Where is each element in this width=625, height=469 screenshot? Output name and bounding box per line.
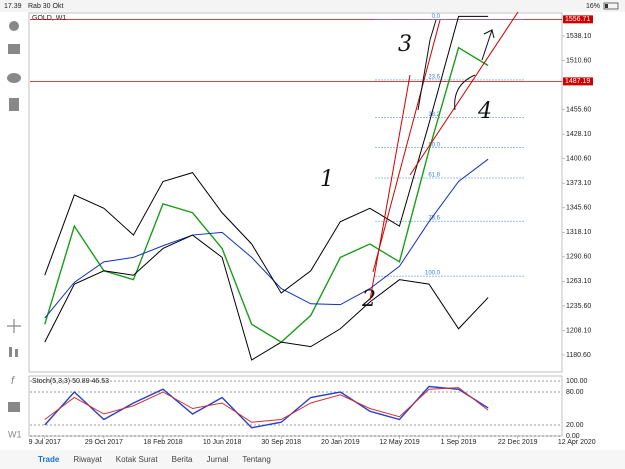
x-tick-label: 10 Jun 2018 — [203, 439, 242, 446]
trade-icon[interactable] — [8, 44, 20, 54]
battery-level — [605, 4, 608, 8]
price-label: 1556.71 — [565, 16, 590, 23]
hand-stroke — [454, 74, 476, 111]
handwritten-note: 1 — [320, 167, 334, 192]
status-battery: 16% — [586, 3, 600, 10]
plot: 1538.10 1510.60 1455.60 1428.10 1400.60 1373.… — [29, 14, 596, 446]
stoch-tick-label: 20.00 — [566, 422, 584, 429]
chat-icon[interactable] — [7, 73, 21, 83]
price-line-series — [44, 46, 489, 344]
handwritten-note: 4 — [477, 99, 492, 124]
stoch-title: Stoch(5,3,3) 50.89 46.53 — [32, 378, 109, 385]
tab[interactable]: Berita — [172, 455, 193, 464]
x-tick-label: 1 Sep 2019 — [441, 439, 477, 446]
x-tick-label: 9 Jul 2017 — [29, 439, 61, 446]
stoch-tick-label: 0.00 — [566, 433, 580, 440]
trendline — [409, 11, 519, 176]
objects-icon[interactable] — [8, 402, 20, 412]
price-label-box — [563, 77, 593, 86]
y-tick-label: 1235.60 — [566, 303, 591, 310]
y-tick-label: 1290.60 — [566, 254, 591, 261]
fib-label: 61.8 — [428, 173, 440, 179]
function-icon[interactable]: f — [11, 375, 15, 387]
price-label-box — [563, 15, 593, 24]
tab[interactable]: Tentang — [242, 455, 270, 464]
y-tick-label: 1208.10 — [566, 327, 591, 334]
indicator-icon-bar — [15, 349, 18, 357]
timeframe-icon[interactable]: W1 — [8, 429, 22, 439]
fib-label: 38.2 — [428, 112, 440, 118]
x-tick-label: 30 Sep 2018 — [261, 439, 301, 446]
y-tick-label: 1263.10 — [566, 278, 591, 285]
chart-title: GOLD, W1 — [32, 15, 66, 22]
fib-label: 78.6 — [428, 216, 440, 222]
tab[interactable]: Trade — [38, 455, 60, 464]
indicator-icon[interactable] — [9, 347, 12, 357]
y-tick-label: 1510.60 — [566, 57, 591, 64]
fib-label: 0.0 — [432, 14, 441, 20]
status-date: Rab 30 Okt — [28, 3, 63, 10]
battery-icon — [603, 2, 619, 10]
handwritten-note: 3 — [398, 32, 412, 57]
trendline — [369, 74, 411, 301]
x-tick-label: 29 Oct 2017 — [85, 439, 123, 446]
price-line-series — [44, 158, 489, 319]
x-tick-label: 18 Feb 2018 — [143, 439, 182, 446]
price-label: 1487.19 — [565, 78, 590, 85]
fib-label: 50.0 — [428, 142, 440, 148]
handwritten-note: 2 — [361, 287, 376, 312]
y-tick-label: 1400.60 — [566, 156, 591, 163]
drawings — [369, 11, 519, 301]
hand-arrow — [481, 29, 495, 61]
tab-bar — [0, 450, 625, 469]
tab[interactable]: Kotak Surat — [116, 455, 159, 464]
price-line-series — [44, 234, 489, 361]
y-tick-label: 1455.60 — [566, 106, 591, 113]
tabs: Trade Riwayat Kotak Surat Berita Jurnal Tenta… — [38, 455, 271, 464]
y-tick-label: 1318.10 — [566, 229, 591, 236]
status-time: 17.39 — [4, 3, 22, 10]
tab[interactable]: Jurnal — [207, 455, 229, 464]
price-line-series — [44, 15, 489, 294]
account-icon[interactable] — [9, 21, 19, 31]
y-tick-label: 1345.60 — [566, 205, 591, 212]
y-tick-label: 1428.10 — [566, 131, 591, 138]
stoch-line — [44, 387, 489, 423]
hand-stroke — [417, 19, 437, 111]
y-tick-label: 1180.60 — [566, 352, 591, 359]
x-tick-label: 12 May 2019 — [379, 439, 420, 446]
fib-label: 100.0 — [425, 271, 441, 277]
document-icon[interactable] — [9, 98, 19, 111]
stoch-tick-label: 80.00 — [566, 389, 584, 396]
x-tick-label: 20 Jan 2019 — [321, 439, 360, 446]
main-chart-frame — [28, 12, 563, 373]
crosshair-icon[interactable] — [7, 319, 21, 333]
stoch-tick-label: 100.00 — [566, 378, 588, 385]
fib-label: 23.6 — [428, 75, 440, 81]
y-tick-label: 1538.10 — [566, 33, 591, 40]
status-bar — [0, 0, 625, 12]
x-tick-label: 22 Dec 2019 — [498, 439, 538, 446]
trendline — [372, 19, 441, 273]
y-tick-label: 1373.10 — [566, 180, 591, 187]
x-tick-label: 12 Apr 2020 — [558, 439, 596, 446]
tab[interactable]: Riwayat — [73, 455, 102, 464]
